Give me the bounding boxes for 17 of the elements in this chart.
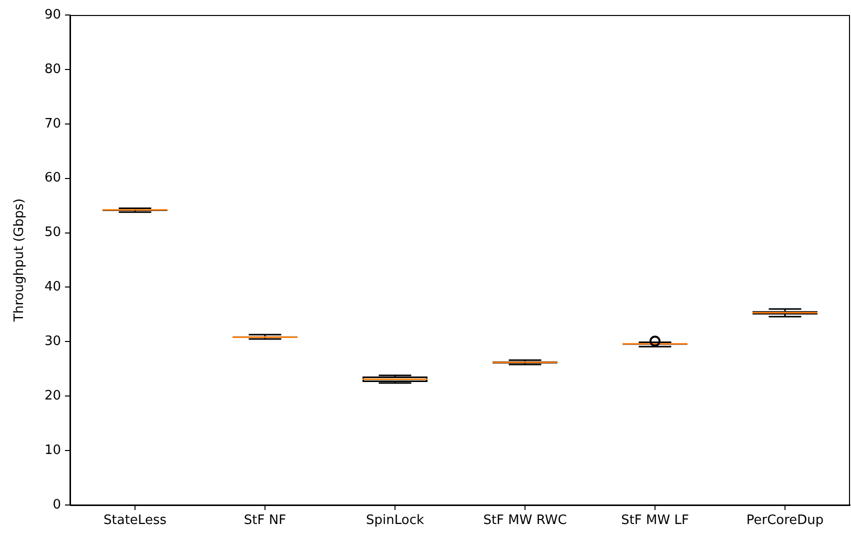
y-tick-label: 10 <box>44 442 61 458</box>
x-tick-label: StF NF <box>244 513 286 528</box>
x-tick-label: SpinLock <box>366 513 424 528</box>
y-axis-title: Throughput (Gbps) <box>12 198 28 323</box>
y-tick-label: 40 <box>44 280 61 295</box>
y-tick-label: 20 <box>44 388 61 404</box>
x-tick-label: StateLess <box>104 513 167 528</box>
y-tick-label: 90 <box>44 7 61 22</box>
x-tick-label: StF MW RWC <box>483 513 567 528</box>
y-tick-label: 30 <box>44 334 61 350</box>
y-tick-label: 70 <box>44 116 61 132</box>
x-tick-label: StF MW LF <box>621 513 689 528</box>
x-tick-label: PerCoreDup <box>746 513 824 528</box>
y-tick-label: 50 <box>44 225 61 240</box>
y-tick-label: 0 <box>52 497 61 512</box>
y-tick-label: 60 <box>44 170 61 186</box>
y-tick-label: 80 <box>44 62 61 77</box>
